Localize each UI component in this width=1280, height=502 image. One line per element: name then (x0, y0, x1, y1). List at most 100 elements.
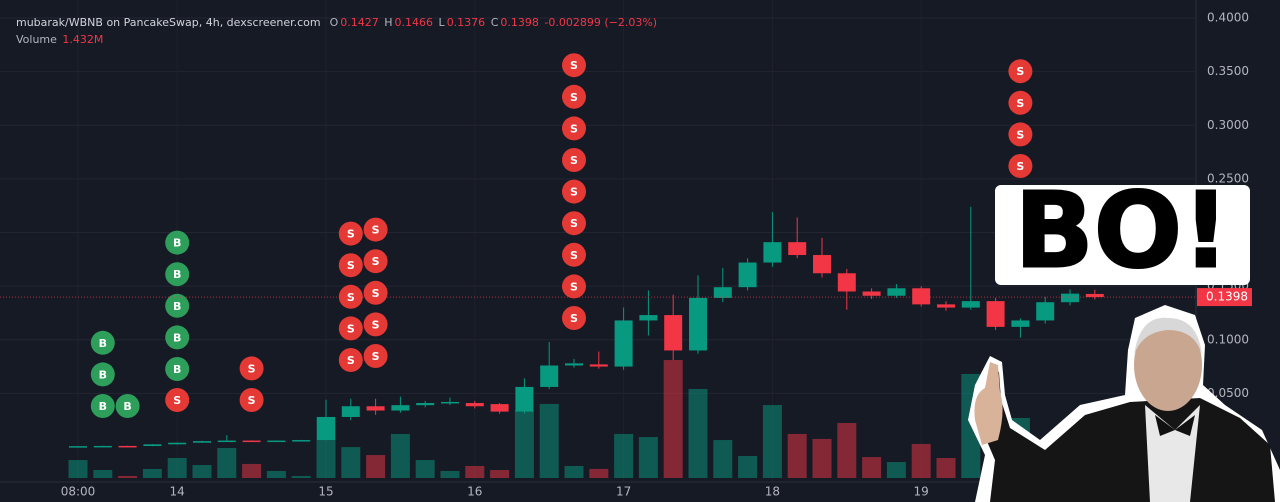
volume-value: 1.432M (62, 33, 104, 46)
trade-marker (165, 262, 190, 287)
trade-marker (562, 211, 586, 236)
x-tick-label: 08:00 (61, 485, 96, 499)
trade-marker-label: B (173, 363, 181, 376)
volume-bar (118, 475, 138, 478)
bo-text: BO! (1014, 169, 1229, 291)
candle-body (813, 255, 831, 274)
candle-body (565, 363, 583, 366)
trade-marker-label: B (99, 368, 107, 381)
trade-marker (363, 312, 388, 337)
trade-marker-label: S (173, 394, 181, 407)
hair (1134, 317, 1202, 355)
trade-marker-label: S (570, 122, 578, 135)
candle-body (540, 365, 559, 387)
trade-marker-label: B (99, 400, 107, 413)
candles (69, 206, 1104, 448)
volume-bar (291, 475, 311, 478)
volume-bar (266, 470, 286, 478)
close-value: 0.1398 (500, 16, 539, 29)
candle-body (1085, 293, 1104, 298)
y-tick-label: 0.1000 (1207, 332, 1249, 346)
trade-marker (115, 394, 140, 418)
candle-body (391, 405, 410, 411)
trade-marker-label: B (173, 268, 181, 281)
x-tick-label: 18 (765, 485, 780, 499)
volume-bar (837, 423, 857, 478)
x-tick-label: 16 (467, 485, 482, 499)
trade-marker (90, 394, 115, 418)
trade-marker (363, 280, 388, 305)
volume-bar (217, 448, 237, 478)
trade-marker (90, 330, 115, 355)
trade-marker (562, 179, 586, 204)
trade-marker-label: S (1016, 65, 1024, 78)
trade-marker (239, 388, 264, 412)
trade-marker (1008, 154, 1033, 178)
candle-body (267, 440, 286, 443)
high-value: 0.1466 (394, 16, 434, 29)
trade-marker-label: S (372, 318, 380, 331)
trade-marker-label: S (570, 312, 578, 325)
candle-body (242, 440, 261, 443)
trade-marker-label: S (1016, 160, 1024, 173)
volume-bar (390, 433, 410, 478)
trade-marker-label: S (347, 322, 355, 335)
candle-body (168, 442, 187, 445)
trade-marker (1008, 59, 1033, 84)
volume-label: Volume (16, 33, 57, 46)
trade-marker (1008, 122, 1033, 147)
trade-marker-label: B (173, 300, 181, 313)
candle-body (837, 273, 856, 292)
trade-marker (363, 249, 388, 274)
trade-marker (338, 284, 363, 309)
candle-body (1061, 293, 1079, 303)
pair-title: mubarak/WBNB on PancakeSwap, 4h, dexscre… (16, 16, 321, 29)
volume-bar (142, 468, 162, 478)
change: -0.002899 (−2.03%) (544, 16, 658, 29)
candle-body (937, 304, 955, 308)
trade-marker (562, 116, 586, 141)
x-tick-label: 19 (914, 485, 929, 499)
trade-marker (562, 148, 586, 172)
volume-bar (68, 460, 88, 478)
trade-marker-label: S (570, 249, 578, 262)
grid (0, 17, 1196, 394)
candle-body (738, 262, 757, 288)
x-tick-label: 14 (170, 485, 185, 499)
candle-body (69, 446, 87, 448)
meme-overlay: BO! (968, 168, 1280, 502)
volume-bar (713, 440, 733, 478)
trade-marker-label: S (570, 280, 578, 293)
volume-bar (539, 403, 559, 478)
x-tick-label: 15 (318, 485, 333, 499)
suit (980, 368, 1275, 502)
candle-body (689, 297, 707, 351)
volume-bar (936, 458, 956, 478)
head (1134, 319, 1202, 411)
legend-header: mubarak/WBNB on PancakeSwap, 4h, dexscre… (16, 14, 659, 48)
trade-marker-label: S (347, 259, 355, 272)
trade-marker-label: S (248, 362, 256, 375)
trade-marker-label: S (372, 255, 380, 268)
open-label: O (329, 16, 339, 29)
candle-body (614, 320, 633, 367)
volume-bar (614, 433, 634, 478)
trade-marker-label: S (372, 224, 380, 237)
trade-marker (165, 357, 190, 381)
volume-bar (341, 447, 361, 478)
candle-body (986, 301, 1005, 327)
trade-marker-label: S (570, 91, 578, 104)
trade-marker (165, 230, 190, 255)
trade-marker (90, 362, 115, 387)
volume-bar (167, 458, 187, 478)
candle-body (515, 386, 534, 412)
header-row: mubarak/WBNB on PancakeSwap, 4h, dexscre… (16, 14, 659, 31)
volume-bar (440, 470, 460, 478)
bow-tie (1155, 415, 1195, 436)
trade-marker-label: S (570, 186, 578, 199)
trade-marker-label: S (248, 394, 256, 407)
trade-marker (562, 53, 586, 78)
candle-body (664, 315, 683, 351)
volume-row: Volume 1.432M (16, 31, 659, 48)
